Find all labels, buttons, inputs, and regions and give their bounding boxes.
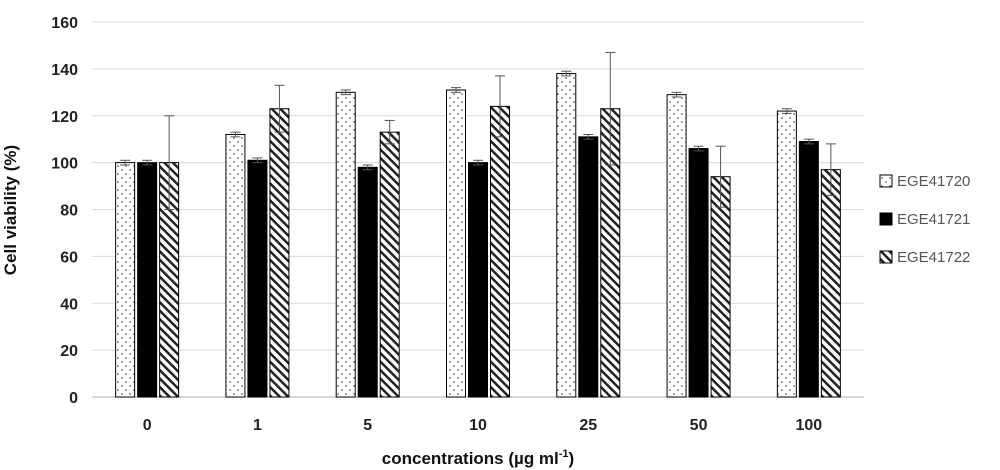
error-bar-ege41722-0 [164,115,175,210]
bar-ege41722-100 [820,169,841,398]
error-bar-ege41720-50 [671,91,682,98]
y-axis-title: Cell viability (%) [1,145,20,275]
x-axis-ticks: 0 1 5 10 25 50 100 [143,417,823,434]
error-bar-ege41722-100 [825,143,836,196]
bar-ege41720-100 [776,110,797,398]
x-tick-label: 5 [363,417,372,434]
y-tick-label: 120 [51,109,78,126]
legend: EGE41720 EGE41721 EGE41722 [879,173,970,266]
y-tick-label: 20 [60,343,78,360]
bar-ege41721-5 [357,166,378,398]
error-bars [120,51,836,210]
error-bar-ege41721-5 [362,164,373,171]
y-tick-label: 140 [51,62,78,79]
bar-ege41722-10 [490,105,510,398]
error-bar-ege41722-5 [384,119,395,145]
bar-ege41720-10 [446,89,466,398]
x-axis-title-main: concentrations (µg ml [382,449,559,468]
bar-ege41721-50 [688,148,709,398]
x-tick-label: 100 [796,417,823,434]
y-tick-label: 160 [51,15,78,32]
bar-ege41720-50 [666,94,687,398]
error-bar-ege41722-25 [605,51,616,166]
legend-label-ege41722: EGE41722 [897,249,970,266]
legend-swatch-ege41721 [879,212,893,226]
bar-ege41722-5 [379,131,400,398]
y-tick-label: 80 [60,203,78,220]
error-bar-ege41721-50 [693,145,704,152]
bar-ege41721-25 [578,136,599,398]
error-bar-ege41720-25 [561,70,572,77]
legend-label-ege41720: EGE41720 [897,173,970,190]
error-bar-ege41720-1 [230,131,241,138]
bar-ege41722-50 [710,176,731,398]
y-tick-label: 60 [60,249,78,266]
error-bar-ege41721-1 [252,157,263,164]
y-tick-label: 100 [51,156,78,173]
legend-swatch-ege41722 [879,250,893,264]
y-tick-label: 0 [69,390,78,407]
bar-ege41720-25 [556,73,577,398]
y-tick-label: 40 [60,296,78,313]
legend-swatch-ege41720 [879,174,893,188]
bar-ege41720-5 [335,91,356,398]
bar-ege41721-0 [137,162,158,398]
bars [115,73,841,398]
error-bar-ege41722-50 [715,145,726,208]
error-bar-ege41721-25 [583,134,594,140]
error-bar-ege41721-100 [803,138,814,145]
error-bar-ege41720-100 [781,108,792,114]
x-tick-label: 1 [253,417,262,434]
y-axis-ticks: 0 20 40 60 80 100 120 140 160 [51,15,78,407]
bar-ege41721-1 [247,159,268,398]
error-bar-ege41720-10 [451,87,461,93]
error-bar-ege41721-0 [142,159,153,166]
error-bar-ege41720-5 [340,89,351,96]
bar-ege41721-10 [468,162,488,398]
error-bar-ege41720-0 [120,159,131,166]
error-bar-ege41722-10 [495,75,505,138]
error-bar-ege41721-10 [473,159,483,166]
bar-ege41721-100 [798,141,819,398]
bar-ege41722-1 [269,108,290,398]
x-tick-label: 0 [143,417,152,434]
bar-ege41720-1 [225,134,246,398]
legend-label-ege41721: EGE41721 [897,211,970,228]
x-tick-label: 10 [469,417,487,434]
x-axis-title-end: ) [569,449,575,468]
x-tick-label: 50 [690,417,708,434]
x-axis-title: concentrations (µg ml-1) [382,448,574,468]
x-axis-title-superscript: -1 [559,448,569,460]
error-bar-ege41722-1 [274,84,285,133]
x-tick-label: 25 [579,417,597,434]
bar-ege41720-0 [115,162,136,398]
